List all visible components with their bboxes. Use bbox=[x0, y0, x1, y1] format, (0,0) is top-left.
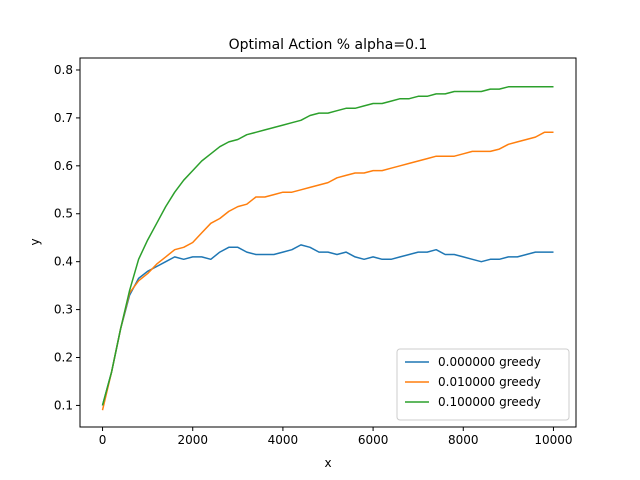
plot-lines bbox=[101, 86, 554, 411]
y-axis: 0.1 0.2 0.3 0.4 0.5 0.6 0.7 0.8 bbox=[54, 63, 80, 412]
x-axis: 0 2000 4000 6000 8000 10000 bbox=[99, 427, 573, 447]
plot-frame bbox=[79, 57, 577, 428]
x-tick-label: 0 bbox=[99, 433, 107, 447]
y-tick-label: 0.8 bbox=[54, 63, 73, 77]
series-line-1 bbox=[101, 131, 554, 411]
x-tick-label: 2000 bbox=[177, 433, 208, 447]
y-tick-label: 0.6 bbox=[54, 159, 73, 173]
series-line-2 bbox=[101, 86, 554, 406]
legend-label-1: 0.010000 greedy bbox=[438, 375, 541, 389]
y-tick-label: 0.4 bbox=[54, 255, 73, 269]
series-line-0 bbox=[101, 244, 554, 406]
x-axis-label: x bbox=[324, 456, 331, 470]
y-tick-label: 0.7 bbox=[54, 111, 73, 125]
legend-box bbox=[396, 348, 570, 421]
x-tick-label: 6000 bbox=[358, 433, 389, 447]
y-tick-label: 0.3 bbox=[54, 303, 73, 317]
y-tick-label: 0.1 bbox=[54, 398, 73, 412]
y-tick-label: 0.2 bbox=[54, 351, 73, 365]
legend-label-2: 0.100000 greedy bbox=[438, 395, 541, 409]
y-tick-label: 0.5 bbox=[54, 207, 73, 221]
y-axis-label: y bbox=[28, 238, 42, 245]
legend: 0.000000 greedy 0.010000 greedy 0.100000 g… bbox=[396, 348, 570, 421]
chart-title: Optimal Action % alpha=0.1 bbox=[229, 37, 428, 53]
legend-label-0: 0.000000 greedy bbox=[438, 355, 541, 369]
x-tick-label: 4000 bbox=[268, 433, 299, 447]
x-tick-label: 8000 bbox=[448, 433, 479, 447]
x-tick-label: 10000 bbox=[534, 433, 572, 447]
